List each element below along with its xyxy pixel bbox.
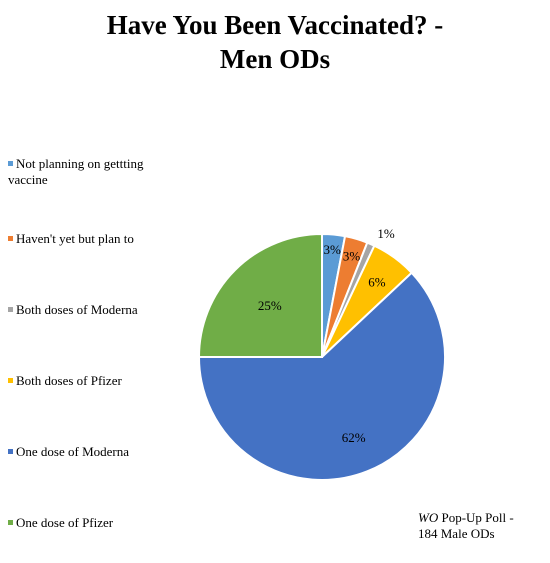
poll-source-note: WO Pop-Up Poll - 184 Male ODs — [418, 510, 548, 542]
pie-data-label-4: 62% — [342, 430, 366, 445]
poll-sample-size: 184 Male ODs — [418, 526, 495, 541]
chart-title: Have You Been Vaccinated? - Men ODs — [0, 8, 550, 76]
legend-label-not-planning-2: vaccine — [8, 172, 48, 187]
legend-swatch-plan-to — [8, 236, 13, 241]
pie-slice-4 — [197, 271, 446, 481]
poll-source-italic: WO — [418, 510, 439, 525]
pie-data-label-3: 6% — [368, 274, 386, 289]
pie-data-label-1: 3% — [343, 248, 361, 263]
chart-title-line-1: Have You Been Vaccinated? - — [106, 10, 444, 40]
legend-label-not-planning-1: Not planning on gettting — [16, 156, 144, 171]
legend-label-plan-to: Haven't yet but plan to — [16, 231, 134, 246]
pie-slice-5 — [197, 232, 323, 358]
legend-swatch-one-pfizer — [8, 520, 13, 525]
pie-data-label-0: 3% — [324, 242, 342, 257]
poll-source-rest: Pop-Up Poll - — [438, 510, 514, 525]
legend-item-both-pfizer: Both doses of Pfizer — [8, 373, 198, 389]
legend-item-both-moderna: Both doses of Moderna — [8, 302, 198, 318]
pie-data-label-2: 1% — [377, 226, 395, 241]
legend-label-one-moderna: One dose of Moderna — [16, 444, 129, 459]
pie-data-label-5: 25% — [258, 298, 282, 313]
pie-labels: 3% 3% 1% 6% 62% 25% — [258, 226, 395, 445]
legend-item-one-moderna: One dose of Moderna — [8, 444, 198, 460]
legend-swatch-not-planning — [8, 161, 13, 166]
legend-label-one-pfizer: One dose of Pfizer — [16, 515, 114, 530]
legend-item-not-planning: Not planning on gettting vaccine — [8, 156, 198, 188]
legend-label-both-pfizer: Both doses of Pfizer — [16, 373, 122, 388]
legend-swatch-both-moderna — [8, 307, 13, 312]
legend-label-both-moderna: Both doses of Moderna — [16, 302, 138, 317]
legend-item-one-pfizer: One dose of Pfizer — [8, 515, 198, 531]
chart-title-line-2: Men ODs — [219, 44, 331, 74]
legend-item-plan-to: Haven't yet but plan to — [8, 231, 198, 247]
pie-slices — [197, 232, 446, 481]
legend-swatch-one-moderna — [8, 449, 13, 454]
legend-swatch-both-pfizer — [8, 378, 13, 383]
